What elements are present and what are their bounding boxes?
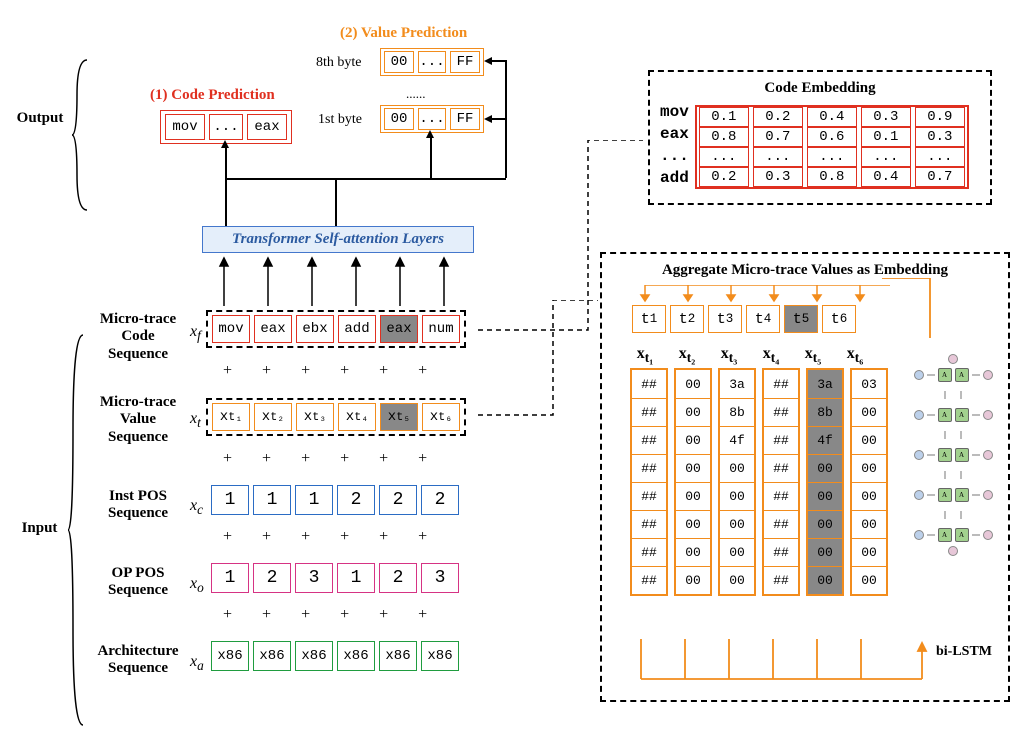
agg-cell: 00 (676, 510, 710, 538)
xt-var: xt (190, 410, 201, 431)
code-emb-content: mov eax ... add 0.10.20.40.30.9 0.80.70.… (660, 103, 980, 191)
agg-cell: 3a (808, 370, 842, 398)
xo-label: OP POSSequence (88, 565, 188, 600)
byte1-label: 1st byte (318, 112, 362, 128)
ellipsis-row-label: ...... (406, 86, 426, 102)
agg-cell: ## (764, 482, 798, 510)
xf-masked-cell: eax (380, 315, 418, 343)
agg-cell: ## (632, 398, 666, 426)
code-emb-table: 0.10.20.40.30.9 0.80.70.60.10.3 ........… (695, 105, 969, 189)
agg-cell: 4f (808, 426, 842, 454)
agg-cell: 00 (808, 510, 842, 538)
agg-cell: ## (764, 510, 798, 538)
aggregate-box: Aggregate Micro-trace Values as Embeddin… (600, 252, 1010, 702)
agg-cell: 3a (720, 370, 754, 398)
transformer-box: Transformer Self-attention Layers (202, 226, 474, 253)
code-emb-title: Code Embedding (660, 80, 980, 97)
code-embedding-box: Code Embedding mov eax ... add 0.10.20.4… (648, 70, 992, 205)
code-pred-cell: mov (165, 114, 205, 140)
agg-cell: 00 (676, 426, 710, 454)
agg-cell: ## (632, 482, 666, 510)
agg-cell: ## (764, 426, 798, 454)
xo-row: 1 2 3 1 2 3 (209, 563, 461, 593)
agg-cell: 00 (676, 454, 710, 482)
code-pred-row: mov ... eax (160, 110, 292, 144)
xo-var: xo (190, 575, 204, 596)
agg-cell: 00 (808, 482, 842, 510)
agg-cell: ## (632, 426, 666, 454)
plus-row-4: ++++++ (209, 606, 427, 624)
agg-cell: 8b (808, 398, 842, 426)
xf-row: mov eax ebx add eax num (206, 310, 466, 348)
agg-cell: ## (632, 370, 666, 398)
xa-row: x86 x86 x86 x86 x86 x86 (209, 641, 461, 671)
xt-masked-cell: xt₅ (380, 403, 418, 431)
agg-cell: 00 (808, 454, 842, 482)
agg-cell: ## (764, 398, 798, 426)
plus-row-3: ++++++ (209, 528, 427, 546)
xf-label: Micro-traceCodeSequence (88, 311, 188, 363)
xf-arrows (212, 256, 482, 316)
agg-cell: ## (764, 370, 798, 398)
agg-cell: 00 (720, 482, 754, 510)
agg-cell: 4f (720, 426, 754, 454)
plus-row-1: ++++++ (209, 362, 427, 380)
xa-var: xa (190, 653, 204, 674)
xf-var: xf (190, 323, 201, 344)
xt-to-agg-line (478, 300, 608, 435)
byte8-row: 00 ... FF (380, 48, 484, 76)
agg-cell: 00 (720, 454, 754, 482)
agg-t-masked: t5 (784, 305, 818, 333)
xc-label: Inst POSSequence (88, 488, 188, 523)
xa-label: ArchitectureSequence (88, 643, 188, 678)
input-brace (68, 330, 88, 735)
xt-label: Micro-traceValueSequence (88, 394, 188, 446)
plus-row-2: ++++++ (209, 450, 427, 468)
agg-cell: ## (632, 454, 666, 482)
agg-cell: ## (632, 510, 666, 538)
code-pred-cell: ... (209, 114, 243, 140)
code-pred-cell: eax (247, 114, 287, 140)
xt-row: xt₁ xt₂ xt₃ xt₄ xt₅ xt₆ (206, 398, 466, 436)
code-pred-title: (1) Code Prediction (150, 87, 275, 104)
agg-cell: 00 (676, 482, 710, 510)
agg-right-line (880, 278, 966, 648)
agg-cell: ## (764, 454, 798, 482)
agg-cell: 00 (720, 510, 754, 538)
byte8-label: 8th byte (316, 55, 362, 71)
agg-cell: 00 (676, 398, 710, 426)
output-brace (72, 55, 92, 220)
value-pred-title: (2) Value Prediction (340, 25, 467, 42)
agg-cell: 8b (720, 398, 754, 426)
agg-cell: 00 (676, 370, 710, 398)
byte1-row: 00 ... FF (380, 105, 484, 133)
output-label: Output (10, 110, 70, 127)
xc-var: xc (190, 497, 203, 518)
xc-row: 1 1 1 2 2 2 (209, 485, 461, 515)
agg-title: Aggregate Micro-trace Values as Embeddin… (610, 262, 1000, 279)
input-label: Input (12, 520, 67, 537)
